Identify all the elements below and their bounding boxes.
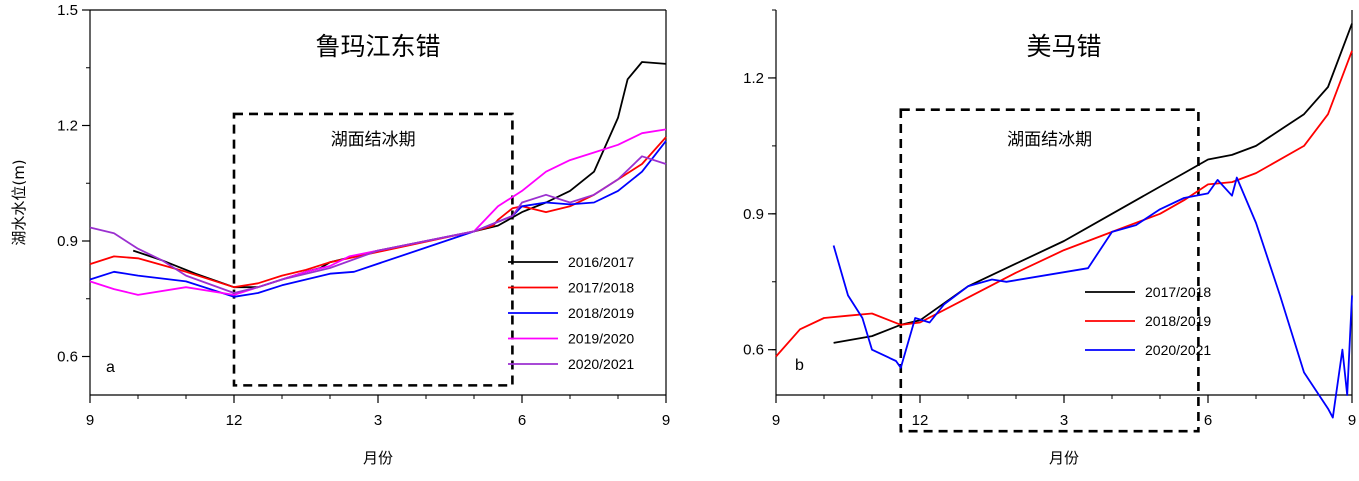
x-tick-label: 12 — [226, 412, 243, 429]
series-line-2020-2021 — [89, 155, 667, 294]
y-tick-label: 1.2 — [57, 118, 78, 135]
x-tick-label: 9 — [662, 412, 670, 429]
x-axis-label: 月份 — [1049, 449, 1079, 467]
x-tick-label: 9 — [86, 412, 94, 429]
series-line-2018-2019 — [89, 140, 667, 298]
series-line-2019-2020 — [89, 128, 667, 296]
x-tick-label: 9 — [1348, 412, 1356, 429]
ice-period-box — [899, 108, 1200, 433]
chart-title: 美马错 — [1026, 32, 1101, 61]
chart-title: 鲁玛江东错 — [315, 32, 440, 61]
series-line-2018-2019 — [775, 50, 1353, 358]
x-tick-label: 3 — [1060, 412, 1068, 429]
x-tick-label: 6 — [1204, 412, 1212, 429]
legend-label: 2018/2019 — [1145, 313, 1211, 329]
x-tick-label: 9 — [772, 412, 780, 429]
chart-panel-b: 0.6 0.9 1.2 9 12 3 6 9 月份 美马错 b 湖面结冰期 2017/2018 2018/… — [743, 9, 1356, 467]
x-tick-label: 6 — [518, 412, 526, 429]
panel-label: b — [795, 357, 804, 374]
x-tick-label: 3 — [374, 412, 382, 429]
series-line-2017-2018 — [833, 23, 1353, 344]
y-axis-label: 湖水水位(m) — [10, 159, 28, 245]
ice-period-label: 湖面结冰期 — [331, 130, 416, 150]
x-axis-label: 月份 — [363, 449, 393, 467]
legend-label: 2016/2017 — [568, 254, 634, 270]
y-tick-label: 1.5 — [57, 2, 78, 19]
panel-label: a — [106, 359, 115, 376]
legend-label: 2017/2018 — [568, 280, 634, 296]
legend-label: 2017/2018 — [1145, 284, 1211, 300]
chart-panel-a: 0.6 0.9 1.2 1.5 9 12 3 6 9 月份 湖水水位(m) 鲁玛江东错 a 湖面结冰期 20… — [10, 2, 670, 467]
y-tick-label: 0.9 — [743, 206, 764, 223]
legend-label: 2019/2020 — [568, 331, 634, 347]
y-tick-label: 1.2 — [743, 70, 764, 87]
y-tick-label: 0.9 — [57, 233, 78, 250]
ice-period-label: 湖面结冰期 — [1007, 130, 1092, 150]
y-tick-label: 0.6 — [57, 349, 78, 366]
series-line-2020-2021 — [832, 176, 1353, 419]
legend-label: 2020/2021 — [1145, 342, 1211, 358]
x-tick-label: 12 — [912, 412, 929, 429]
legend-label: 2018/2019 — [568, 305, 634, 321]
legend-label: 2020/2021 — [568, 356, 634, 372]
y-tick-label: 0.6 — [743, 342, 764, 359]
ice-period-box — [232, 112, 514, 387]
